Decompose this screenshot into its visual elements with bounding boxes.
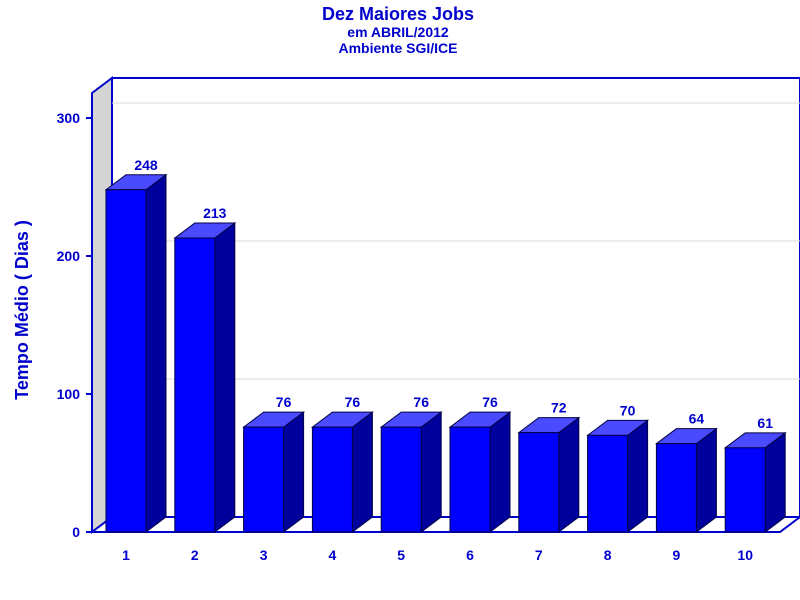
bar-4: [310, 411, 374, 533]
x-tick-label: 6: [466, 547, 474, 563]
y-axis-label: Tempo Médio ( Dias ): [12, 220, 32, 400]
data-label: 213: [203, 205, 227, 221]
bar-front: [518, 432, 560, 533]
bar-9: [654, 427, 718, 533]
bar-side: [764, 431, 786, 533]
x-tick-label: 8: [604, 547, 612, 563]
x-tick-label: 7: [535, 547, 543, 563]
bar-side: [489, 411, 511, 533]
x-tick-label: 1: [122, 547, 130, 563]
bar-front: [655, 443, 697, 533]
bar-side: [420, 411, 442, 533]
x-tick-label: 4: [329, 547, 337, 563]
bar-6: [448, 411, 512, 533]
x-tick-label: 5: [397, 547, 405, 563]
bar-10: [723, 431, 787, 533]
bar-side: [558, 416, 580, 533]
bar-8: [586, 419, 650, 533]
bar-front: [105, 189, 147, 533]
data-label: 76: [276, 394, 292, 410]
y-tick-label: 100: [57, 386, 81, 402]
y-tick-label: 0: [72, 524, 80, 540]
bar-7: [517, 416, 581, 533]
bar-front: [174, 237, 216, 533]
bar-front: [449, 426, 491, 533]
bar-3: [242, 411, 306, 533]
data-label: 248: [134, 157, 158, 173]
y-tick-label: 300: [57, 110, 81, 126]
bar-front: [724, 447, 766, 533]
x-tick-label: 2: [191, 547, 199, 563]
chart-subtitle-2: Ambiente SGI/ICE: [338, 40, 457, 56]
y-tick-label: 200: [57, 248, 81, 264]
data-label: 76: [413, 394, 429, 410]
data-label: 64: [689, 411, 705, 427]
data-label: 72: [551, 400, 567, 416]
bar-side: [695, 427, 717, 533]
bar-side: [145, 173, 167, 533]
bar-front: [587, 434, 629, 533]
data-label: 70: [620, 402, 636, 418]
data-labels: 248 213 76 76 76 76 72 70 64 61: [134, 157, 773, 431]
bars: [104, 173, 787, 533]
y-axis-ticks: 0 100 200 300: [57, 110, 92, 540]
x-tick-label: 9: [673, 547, 681, 563]
x-axis-ticks: 1 2 3 4 5 6 7 8 9 10: [122, 547, 753, 563]
bar-side: [214, 222, 236, 533]
bar-1: [104, 173, 168, 533]
bar-2: [173, 222, 237, 533]
data-label: 61: [757, 415, 773, 431]
x-tick-label: 3: [260, 547, 268, 563]
chart-title: Dez Maiores Jobs: [322, 4, 474, 24]
data-label: 76: [345, 394, 361, 410]
bar-5: [379, 411, 443, 533]
bar-side: [283, 411, 305, 533]
bar-front: [380, 426, 422, 533]
bar-side: [351, 411, 373, 533]
bar-side: [627, 419, 649, 533]
x-tick-label: 10: [737, 547, 753, 563]
bar-front: [311, 426, 353, 533]
chart-subtitle-1: em ABRIL/2012: [347, 24, 449, 40]
bar-front: [243, 426, 285, 533]
data-label: 76: [482, 394, 498, 410]
